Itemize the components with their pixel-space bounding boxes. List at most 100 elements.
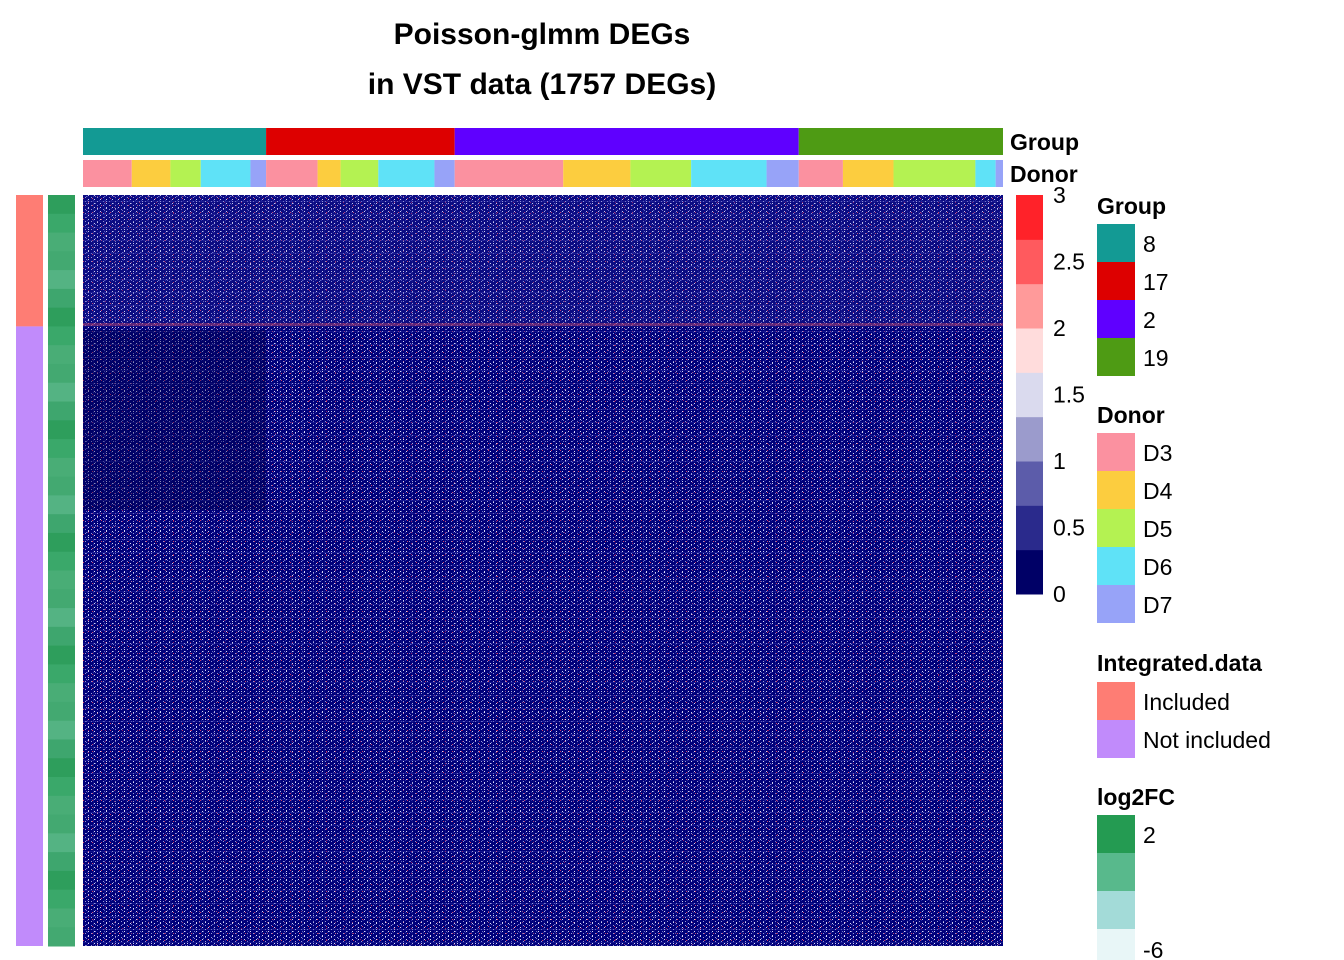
log2fc-row-cell — [48, 532, 75, 553]
group-legend: Group 8 17 2 19 — [1097, 193, 1169, 376]
color-scale-swatch — [1016, 549, 1043, 595]
color-scale-tick-label: 0.5 — [1053, 515, 1085, 541]
log2fc-row-cell — [48, 345, 75, 365]
donor-segment-13-d6 — [691, 160, 767, 187]
donor-annotation-bar — [83, 160, 1003, 187]
donor-legend-swatch — [1097, 509, 1135, 547]
log2fc-row-cell — [48, 852, 75, 872]
donor-annotation-label: Donor — [1010, 161, 1078, 187]
heatmap-row-split — [83, 323, 1003, 326]
log2fc-row-cell — [48, 927, 75, 947]
log2fc-row-cell — [48, 363, 75, 384]
group-segment-2 — [454, 128, 799, 155]
expression-color-scale — [1016, 195, 1043, 595]
color-scale-swatch — [1016, 195, 1043, 240]
log2fc-row-cell — [48, 833, 75, 853]
log2fc-row-cell — [48, 795, 75, 816]
log2fc-row-cell — [48, 683, 75, 703]
donor-legend-label: D3 — [1143, 440, 1172, 466]
group-legend-label: 8 — [1143, 231, 1156, 257]
log2fc-row-cell — [48, 307, 75, 327]
log2fc-row-cell — [48, 213, 75, 234]
log2fc-row-cell — [48, 889, 75, 909]
log2fc-row-cell — [48, 382, 75, 403]
group-legend-title: Group — [1097, 193, 1166, 219]
donor-segment-6-d4 — [317, 160, 341, 187]
donor-segment-16-d4 — [842, 160, 894, 187]
log2fc-row-cell — [48, 739, 75, 759]
donor-segment-17-d5 — [893, 160, 976, 187]
group-legend-label: 19 — [1143, 345, 1169, 371]
heatmap-body — [83, 195, 1003, 946]
color-scale-tick-label: 3 — [1053, 182, 1066, 208]
group-segment-8 — [83, 128, 267, 155]
group-legend-swatch — [1097, 300, 1135, 338]
donor-legend-label: D6 — [1143, 554, 1172, 580]
log2fc-legend-swatch — [1097, 815, 1135, 853]
log2fc-row-cell — [48, 589, 75, 609]
integrated-segment-included — [16, 195, 43, 327]
donor-legend-items: D3 D4 D5 D6 D7 — [1097, 433, 1173, 623]
donor-segment-11-d4 — [563, 160, 631, 187]
group-legend-swatch — [1097, 338, 1135, 376]
integrated-data-legend: Integrated.data Included Not included — [1097, 650, 1271, 758]
donor-segment-3-d6 — [200, 160, 251, 187]
log2fc-legend: log2FC 2 -6 — [1097, 784, 1175, 960]
integrated-data-row-annotation — [16, 195, 43, 946]
chart-title-line-1: Poisson-glmm DEGs — [394, 18, 691, 51]
color-scale-tick-label: 0 — [1053, 581, 1066, 607]
log2fc-legend-label-min: -6 — [1143, 937, 1163, 960]
log2fc-row-cell — [48, 814, 75, 834]
donor-legend-label: D7 — [1143, 592, 1172, 618]
group-segment-19 — [798, 128, 1003, 155]
color-scale-tick-label: 1 — [1053, 448, 1066, 474]
integrated-data-legend-items: Included Not included — [1097, 682, 1271, 758]
donor-segment-5-d3 — [266, 160, 318, 187]
log2fc-row-cell — [48, 777, 75, 797]
expression-color-scale-ticks: 3 2.5 2 1.5 1 0.5 0 — [1053, 182, 1085, 607]
color-scale-swatch — [1016, 416, 1043, 462]
color-scale-tick-label: 2 — [1053, 315, 1066, 341]
donor-legend: Donor D3 D4 D5 D6 D7 — [1097, 402, 1173, 623]
donor-segment-1-d4 — [131, 160, 171, 187]
log2fc-legend-title: log2FC — [1097, 784, 1175, 810]
log2fc-row-cell — [48, 608, 75, 628]
donor-segment-7-d5 — [340, 160, 379, 187]
donor-segment-8-d6 — [378, 160, 435, 187]
color-scale-tick-label: 1.5 — [1053, 382, 1085, 408]
donor-segment-18-d6 — [975, 160, 996, 187]
log2fc-row-cell — [48, 251, 75, 271]
log2fc-row-cell — [48, 701, 75, 722]
donor-segment-9-d7 — [434, 160, 455, 187]
color-scale-swatch — [1016, 239, 1043, 285]
donor-legend-swatch — [1097, 471, 1135, 509]
log2fc-legend-label-max: 2 — [1143, 822, 1156, 848]
donor-legend-swatch — [1097, 433, 1135, 471]
donor-segment-12-d5 — [630, 160, 692, 187]
chart-title: Poisson-glmm DEGs in VST data (1757 DEGs… — [368, 18, 716, 101]
log2fc-row-cell — [48, 457, 75, 478]
group-legend-swatch — [1097, 224, 1135, 262]
integrated-segment-not-included — [16, 326, 43, 946]
log2fc-row-cell — [48, 476, 75, 496]
log2fc-row-cell — [48, 326, 75, 346]
integrated-data-legend-label: Not included — [1143, 727, 1271, 753]
chart-title-line-2: in VST data (1757 DEGs) — [368, 68, 716, 101]
heatmap-group8-shade — [83, 330, 266, 510]
log2fc-row-cell — [48, 870, 75, 891]
group-legend-items: 8 17 2 19 — [1097, 224, 1169, 376]
log2fc-row-cell — [48, 664, 75, 684]
donor-segment-14-d7 — [766, 160, 799, 187]
integrated-data-legend-title: Integrated.data — [1097, 650, 1262, 676]
heatmap-red-specks — [83, 195, 1003, 946]
log2fc-row-annotation — [48, 195, 75, 947]
group-legend-swatch — [1097, 262, 1135, 300]
integrated-data-legend-swatch — [1097, 720, 1135, 758]
color-scale-swatch — [1016, 283, 1043, 329]
log2fc-row-cell — [48, 645, 75, 665]
log2fc-row-cell — [48, 232, 75, 252]
log2fc-row-cell — [48, 626, 75, 647]
integrated-data-legend-label: Included — [1143, 689, 1230, 715]
log2fc-row-cell — [48, 195, 75, 215]
integrated-data-legend-swatch — [1097, 682, 1135, 720]
